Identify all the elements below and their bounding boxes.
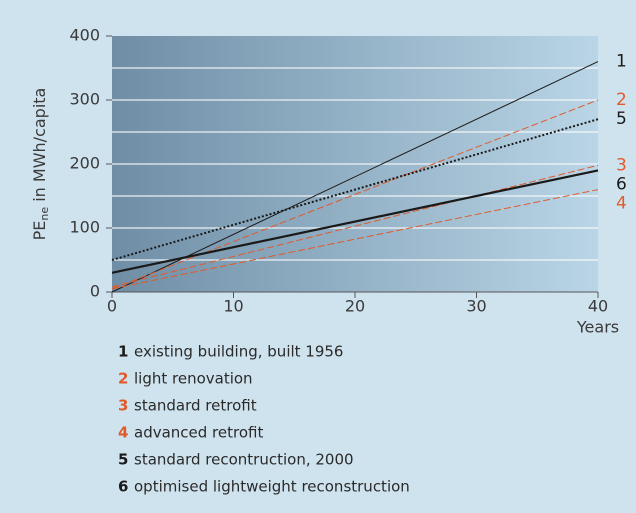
y-tick-label: 300 [69,90,100,109]
legend-label: standard recontruction, 2000 [134,451,354,469]
x-axis-label: Years [576,318,619,337]
legend-label: optimised lightweight reconstruction [134,478,410,496]
series-line [111,169,599,274]
series-line [111,164,599,288]
x-tick-label: 10 [223,297,243,316]
y-tick-label: 100 [69,218,100,237]
x-tick-label: 0 [107,297,117,316]
end-label: 4 [616,193,627,213]
end-label: 3 [616,155,627,175]
legend-label: advanced retrofit [134,424,263,442]
end-label: 2 [616,90,627,110]
series-line [111,61,599,293]
y-tick-label: 200 [69,154,100,173]
x-tick-label: 30 [466,297,486,316]
y-axis-label: PEne in MWh/capita [30,88,52,241]
legend-number: 1 [118,343,128,361]
legend-number: 3 [118,397,128,415]
series-line [111,99,599,290]
y-label-sub: ne [38,207,51,221]
legend-number: 2 [118,370,128,388]
x-tick-label: 40 [588,297,608,316]
legend-number: 6 [118,478,128,496]
legend-number: 5 [118,451,128,469]
legend-label: existing building, built 1956 [134,343,343,361]
y-tick-label: 0 [90,282,100,301]
legend-label: standard retrofit [134,397,257,415]
legend-label: light renovation [134,370,253,388]
series-line [111,118,599,261]
series-line [111,189,599,290]
end-label: 6 [616,174,627,194]
y-label-rest: in MWh/capita [30,88,49,207]
x-tick-label: 20 [345,297,365,316]
y-label-main: PE [30,221,49,241]
end-label: 5 [616,109,627,129]
y-tick-label: 400 [69,26,100,45]
end-label: 1 [616,52,627,72]
legend-number: 4 [118,424,128,442]
